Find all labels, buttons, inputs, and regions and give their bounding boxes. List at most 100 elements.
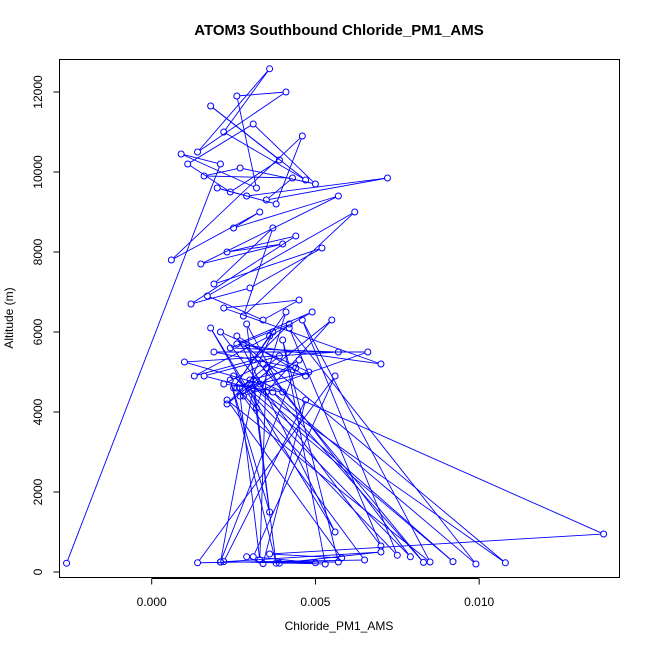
series-segment	[265, 301, 297, 319]
data-point	[361, 556, 369, 564]
series-segment	[216, 248, 320, 284]
data-point	[262, 388, 270, 396]
data-point	[472, 560, 480, 568]
x-axis: 0.000 0.005 0.010	[137, 578, 495, 609]
data-point	[259, 560, 267, 568]
data-point	[220, 128, 228, 136]
series-segment	[198, 378, 334, 561]
data-point	[272, 200, 280, 208]
data-point	[298, 132, 306, 140]
series-segment	[226, 133, 304, 179]
series-segment	[272, 533, 601, 555]
data-point	[63, 559, 71, 567]
data-point	[275, 156, 283, 164]
data-point	[220, 380, 228, 388]
series-segment	[238, 390, 364, 558]
data-point	[302, 372, 310, 380]
data-point	[233, 92, 241, 100]
data-point	[383, 174, 391, 182]
x-axis-label: Chloride_PM1_AMS	[285, 619, 394, 633]
series-segment	[193, 288, 248, 304]
data-point	[292, 232, 300, 240]
data-point	[216, 160, 224, 168]
series-segment	[229, 236, 293, 252]
series-segment	[196, 337, 268, 375]
series-segment	[267, 370, 409, 555]
series-segment	[282, 342, 326, 562]
series-segment	[209, 296, 261, 320]
data-point	[269, 224, 277, 232]
data-point	[377, 542, 385, 550]
series-segment	[254, 378, 335, 555]
data-point	[190, 372, 198, 380]
series-segment	[226, 299, 297, 309]
series-segment	[289, 330, 381, 544]
data-point	[187, 300, 195, 308]
data-point	[266, 508, 274, 516]
series-segment	[211, 330, 256, 406]
data-point	[321, 560, 329, 568]
data-point	[216, 328, 224, 336]
series-segment	[226, 308, 379, 364]
data-point	[308, 308, 316, 316]
y-tick-label: 10000	[31, 155, 45, 189]
data-point	[249, 553, 257, 561]
series-segment	[212, 107, 278, 159]
data-point	[194, 559, 202, 567]
series-segment	[226, 364, 261, 384]
data-point	[230, 372, 238, 380]
data-point	[311, 180, 319, 188]
data-point	[252, 184, 260, 192]
data-point	[279, 336, 287, 344]
series-segment	[282, 342, 339, 560]
data-point	[406, 553, 414, 561]
series-segment	[282, 551, 379, 564]
series-segment	[235, 377, 409, 555]
data-point	[279, 240, 287, 248]
data-point	[207, 324, 215, 332]
plot-area	[63, 65, 608, 568]
series-segment	[197, 360, 251, 376]
series-segment	[235, 377, 451, 561]
y-axis: 0 2000 4000 6000 8000 10000 12000	[31, 75, 60, 575]
series-segment	[257, 382, 380, 544]
data-point	[230, 224, 238, 232]
series-segment	[268, 179, 291, 199]
data-point	[272, 559, 280, 567]
data-point	[223, 400, 231, 408]
data-point	[220, 304, 228, 312]
series-segment	[183, 154, 254, 188]
data-point	[233, 332, 241, 340]
data-point	[246, 284, 254, 292]
data-point	[282, 308, 290, 316]
data-point	[200, 372, 208, 380]
data-point	[311, 559, 319, 567]
series-segment	[67, 166, 220, 561]
data-point	[262, 364, 270, 372]
data-point	[377, 548, 385, 556]
data-point	[275, 352, 283, 360]
series-segment	[216, 352, 293, 368]
data-point	[420, 558, 428, 566]
series-segment	[220, 390, 254, 560]
data-point	[184, 160, 192, 168]
data-point	[331, 372, 339, 380]
series-segment	[276, 138, 302, 202]
data-point	[210, 348, 218, 356]
data-point	[298, 316, 306, 324]
series-segment	[240, 398, 260, 558]
data-point	[210, 280, 218, 288]
series-segment	[269, 178, 385, 200]
data-point	[252, 404, 260, 412]
data-point	[246, 376, 254, 384]
data-point	[220, 558, 228, 566]
y-tick-label: 12000	[31, 75, 45, 109]
series-segment	[203, 196, 336, 264]
series-segment	[230, 382, 276, 561]
series-segment	[265, 364, 303, 376]
data-point	[334, 192, 342, 200]
data-point	[318, 244, 326, 252]
data-point	[226, 188, 234, 196]
